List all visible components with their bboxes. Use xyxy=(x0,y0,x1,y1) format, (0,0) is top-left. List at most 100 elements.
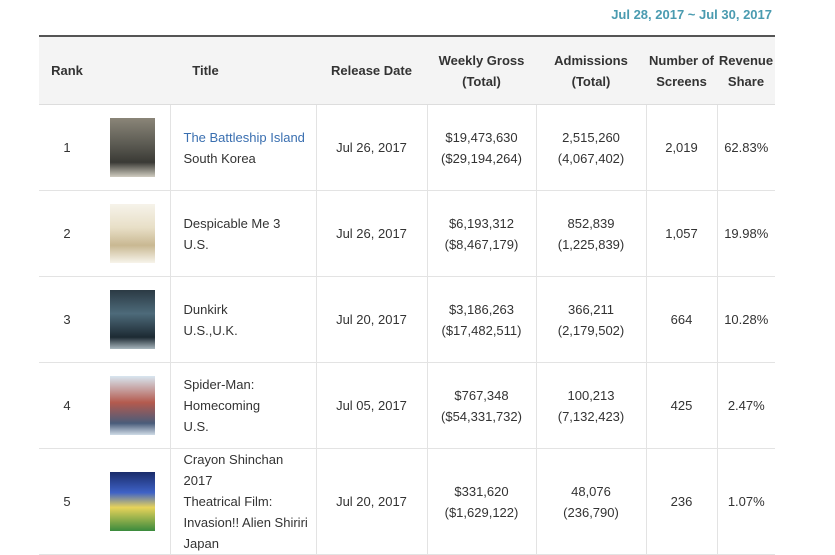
rank-cell: 2 xyxy=(39,190,95,277)
movie-title-line2[interactable]: Theatrical Film: xyxy=(183,494,273,509)
poster-cell xyxy=(95,104,170,191)
gross-cell: $6,193,312 ($8,467,179) xyxy=(426,190,536,277)
movie-title-line2[interactable]: Homecoming xyxy=(183,398,261,413)
weekly-gross: $19,473,630 xyxy=(445,129,518,145)
movie-title[interactable]: Dunkirk xyxy=(183,301,228,317)
movie-poster-image[interactable] xyxy=(109,290,155,349)
revenue-share-cell: 10.28% xyxy=(716,276,775,363)
total-admissions: (2,179,502) xyxy=(557,322,625,338)
box-office-table: Rank Title Release Date Weekly Gross (Tot… xyxy=(39,35,775,555)
total-gross: ($54,331,732) xyxy=(441,408,522,424)
total-gross: ($29,194,264) xyxy=(441,150,522,166)
table-row: 3 Dunkirk U.S.,U.K. Jul 20, 2017 $3,186,… xyxy=(39,276,775,363)
revenue-share-cell: 62.83% xyxy=(716,104,775,191)
screens-cell: 425 xyxy=(645,362,717,449)
total-gross: ($17,482,511) xyxy=(441,322,522,338)
table-row: 2 Despicable Me 3 U.S. Jul 26, 2017 $6,1… xyxy=(39,190,775,277)
title-cell: Crayon Shinchan 2017 Theatrical Film: In… xyxy=(169,448,316,555)
movie-title-line3[interactable]: Invasion!! Alien Shiriri xyxy=(183,515,308,530)
movie-title-link[interactable]: The Battleship Island xyxy=(183,129,305,145)
header-screens: Number of Screens xyxy=(646,36,717,105)
weekly-admissions: 100,213 xyxy=(567,387,615,403)
total-admissions: (236,790) xyxy=(563,504,619,520)
poster-cell xyxy=(95,276,170,363)
movie-country: South Korea xyxy=(183,150,256,166)
revenue-share-cell: 19.98% xyxy=(716,190,775,277)
weekly-gross: $6,193,312 xyxy=(448,215,515,231)
admissions-cell: 48,076 (236,790) xyxy=(535,448,646,555)
movie-title[interactable]: Despicable Me 3 xyxy=(183,215,281,231)
poster-cell xyxy=(95,362,170,449)
movie-poster-image[interactable] xyxy=(109,376,155,435)
movie-poster-image[interactable] xyxy=(109,118,155,177)
movie-title-line1[interactable]: Crayon Shinchan 2017 xyxy=(183,452,284,488)
gross-cell: $19,473,630 ($29,194,264) xyxy=(426,104,536,191)
header-weekly-gross: Weekly Gross (Total) xyxy=(427,36,536,105)
header-screens-line2: Screens xyxy=(656,73,707,89)
poster-cell xyxy=(95,190,170,277)
weekly-gross: $3,186,263 xyxy=(448,301,515,317)
title-cell: Spider-Man: Homecoming U.S. xyxy=(169,362,316,449)
admissions-cell: 852,839 (1,225,839) xyxy=(535,190,646,277)
total-admissions: (7,132,423) xyxy=(557,408,625,424)
movie-country: U.S.,U.K. xyxy=(183,322,238,338)
header-revenue-line1: Revenue xyxy=(718,52,774,68)
admissions-cell: 366,211 (2,179,502) xyxy=(535,276,646,363)
header-revenue-share: Revenue Share xyxy=(717,36,775,105)
weekly-admissions: 852,839 xyxy=(567,215,615,231)
header-admissions: Admissions (Total) xyxy=(536,36,646,105)
header-revenue-line2: Share xyxy=(727,73,765,89)
release-date-cell: Jul 05, 2017 xyxy=(315,362,427,449)
weekly-gross: $767,348 xyxy=(454,387,509,403)
poster-cell xyxy=(95,448,170,555)
header-weekly-gross-line2: (Total) xyxy=(462,73,501,89)
weekly-admissions: 48,076 xyxy=(571,483,611,499)
title-cell: Dunkirk U.S.,U.K. xyxy=(169,276,316,363)
release-date-cell: Jul 20, 2017 xyxy=(315,448,427,555)
admissions-cell: 100,213 (7,132,423) xyxy=(535,362,646,449)
gross-cell: $331,620 ($1,629,122) xyxy=(426,448,536,555)
title-cell: Despicable Me 3 U.S. xyxy=(169,190,316,277)
rank-cell: 5 xyxy=(39,448,95,555)
movie-title-line1[interactable]: Spider-Man: xyxy=(183,377,255,392)
table-row: 4 Spider-Man: Homecoming U.S. Jul 05, 20… xyxy=(39,362,775,449)
header-admissions-line1: Admissions xyxy=(554,52,628,68)
header-screens-line1: Number of xyxy=(649,52,714,68)
release-date-cell: Jul 26, 2017 xyxy=(315,104,427,191)
header-row: Rank Title Release Date Weekly Gross (Tot… xyxy=(39,36,775,105)
header-admissions-line2: (Total) xyxy=(571,73,611,89)
gross-cell: $3,186,263 ($17,482,511) xyxy=(426,276,536,363)
movie-poster-image[interactable] xyxy=(109,472,155,531)
movie-country: U.S. xyxy=(183,419,209,434)
date-range: Jul 28, 2017 ~ Jul 30, 2017 xyxy=(611,7,772,22)
rank-cell: 4 xyxy=(39,362,95,449)
total-admissions: (1,225,839) xyxy=(557,236,625,252)
weekly-admissions: 366,211 xyxy=(567,301,615,317)
screens-cell: 2,019 xyxy=(645,104,717,191)
movie-country: Japan xyxy=(183,536,219,551)
revenue-share-cell: 2.47% xyxy=(716,362,775,449)
weekly-gross: $331,620 xyxy=(454,483,509,499)
header-title: Title xyxy=(95,36,316,105)
admissions-cell: 2,515,260 (4,067,402) xyxy=(535,104,646,191)
total-admissions: (4,067,402) xyxy=(557,150,625,166)
rank-cell: 1 xyxy=(39,104,95,191)
screens-cell: 236 xyxy=(645,448,717,555)
weekly-admissions: 2,515,260 xyxy=(562,129,620,145)
title-cell: The Battleship Island South Korea xyxy=(169,104,316,191)
total-gross: ($8,467,179) xyxy=(444,236,519,252)
total-gross: ($1,629,122) xyxy=(444,504,519,520)
header-weekly-gross-line1: Weekly Gross xyxy=(438,52,525,68)
header-release-date: Release Date xyxy=(316,36,427,105)
revenue-share-cell: 1.07% xyxy=(716,448,775,555)
table-row: 5 Crayon Shinchan 2017 Theatrical Film: … xyxy=(39,448,775,555)
release-date-cell: Jul 20, 2017 xyxy=(315,276,427,363)
table-row: 1 The Battleship Island South Korea Jul … xyxy=(39,104,775,191)
movie-country: U.S. xyxy=(183,236,209,252)
rank-cell: 3 xyxy=(39,276,95,363)
release-date-cell: Jul 26, 2017 xyxy=(315,190,427,277)
movie-poster-image[interactable] xyxy=(109,204,155,263)
header-rank: Rank xyxy=(39,36,95,105)
gross-cell: $767,348 ($54,331,732) xyxy=(426,362,536,449)
screens-cell: 1,057 xyxy=(645,190,717,277)
